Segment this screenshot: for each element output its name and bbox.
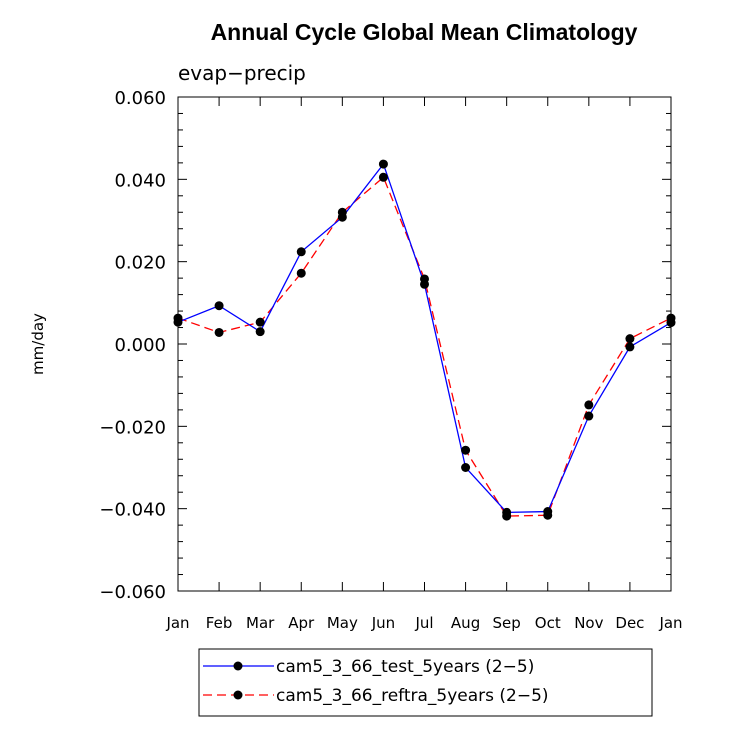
x-tick-label: Sep	[493, 614, 521, 632]
data-point	[666, 318, 676, 328]
data-point	[420, 279, 429, 289]
data-point	[296, 247, 306, 257]
data-point	[337, 212, 347, 222]
y-tick-label: −0.020	[99, 417, 166, 438]
x-tick-label: Jan	[658, 614, 682, 632]
series-layer	[173, 159, 676, 521]
x-tick-label: Oct	[535, 614, 561, 632]
y-tick-label: 0.060	[114, 88, 166, 109]
x-tick-label: Jan	[165, 614, 189, 632]
data-point	[461, 445, 471, 455]
y-tick-label: 0.000	[114, 335, 166, 356]
chart-subtitle: evap−precip	[178, 61, 306, 85]
data-point	[378, 172, 388, 182]
data-point	[173, 317, 183, 327]
data-point	[625, 334, 635, 344]
data-point	[584, 411, 594, 421]
x-tick-label: Mar	[246, 614, 275, 632]
legend-label: cam5_3_66_reftra_5years (2−5)	[276, 686, 549, 706]
series-line	[177, 176, 672, 517]
data-point	[461, 463, 471, 472]
y-tick-label: 0.020	[114, 253, 166, 274]
x-tick-label: Jun	[371, 614, 395, 632]
x-tick-label: Aug	[451, 614, 480, 632]
data-point	[214, 327, 224, 337]
chart-title: Annual Cycle Global Mean Climatology	[211, 19, 638, 45]
plot-frame	[177, 96, 672, 592]
data-point	[214, 301, 224, 311]
data-point	[378, 159, 388, 169]
data-point	[502, 507, 512, 517]
series-line	[177, 162, 672, 514]
x-tick-labels: Jan Feb Mar Apr May Jun Jul Aug Sep Oct Nov Dec Jan	[165, 614, 682, 632]
data-point	[296, 268, 306, 278]
x-tick-label: Nov	[574, 614, 603, 632]
data-point	[255, 327, 265, 337]
data-point	[584, 400, 594, 410]
data-point	[543, 507, 553, 517]
y-tick-labels: −0.060 −0.040 −0.020 0.000 0.020 0.040 0.060	[99, 88, 166, 603]
y-axis-label: mm/day	[29, 313, 47, 375]
x-tick-label: May	[327, 614, 358, 632]
legend-marker	[233, 690, 243, 700]
x-tick-label: Dec	[615, 614, 644, 632]
axis-ticks	[177, 96, 672, 592]
x-tick-label: Feb	[206, 614, 233, 632]
x-tick-label: Apr	[288, 614, 315, 632]
legend-label: cam5_3_66_test_5years (2−5)	[276, 657, 534, 677]
y-tick-label: 0.040	[114, 170, 166, 191]
legend: cam5_3_66_test_5years (2−5) cam5_3_66_ref…	[198, 648, 653, 717]
legend-box	[198, 648, 653, 717]
data-point	[625, 342, 635, 352]
data-point	[255, 317, 265, 327]
y-tick-label: −0.040	[99, 500, 166, 521]
x-tick-label: Jul	[414, 614, 433, 632]
legend-marker	[233, 661, 243, 671]
y-tick-label: −0.060	[99, 582, 166, 603]
